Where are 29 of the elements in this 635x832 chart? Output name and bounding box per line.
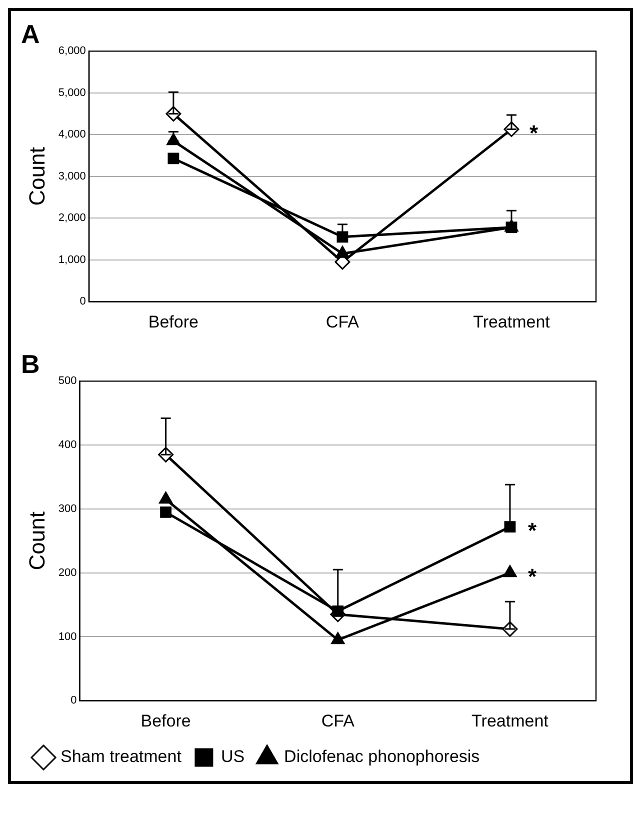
y-tick-label: 400 (58, 439, 77, 452)
x-tick-label: Treatment (472, 711, 549, 730)
x-tick-label: CFA (326, 312, 360, 332)
legend-label: Sham treatment (60, 747, 182, 766)
y-tick-label: 5,000 (58, 86, 86, 99)
x-tick-label: Before (140, 711, 191, 730)
y-tick-label: 0 (70, 694, 77, 707)
y-tick-label: 0 (80, 296, 86, 308)
y-tick-label: 3,000 (58, 170, 86, 182)
annotation: * (529, 120, 538, 146)
annotation: * (528, 564, 537, 589)
y-tick-label: 500 (58, 375, 77, 388)
y-tick-label: 1,000 (58, 254, 86, 266)
y-tick-label: 6,000 (58, 45, 86, 58)
y-axis-title: Count (24, 147, 50, 206)
x-tick-label: Before (148, 312, 198, 332)
y-tick-label: 200 (58, 566, 77, 579)
y-tick-label: 100 (58, 630, 77, 643)
y-axis-title: Count (24, 512, 50, 570)
annotation: * (528, 518, 537, 543)
legend-label: US (220, 747, 245, 766)
x-tick-label: Treatment (473, 312, 550, 332)
y-tick-label: 2,000 (58, 212, 86, 224)
chart-title: B (21, 348, 40, 379)
x-tick-label: CFA (321, 711, 356, 730)
y-tick-label: 300 (58, 502, 77, 515)
legend-label: Diclofenac phonophoresis (284, 747, 480, 766)
y-tick-label: 4,000 (58, 128, 86, 141)
chart-title: A (21, 18, 40, 49)
